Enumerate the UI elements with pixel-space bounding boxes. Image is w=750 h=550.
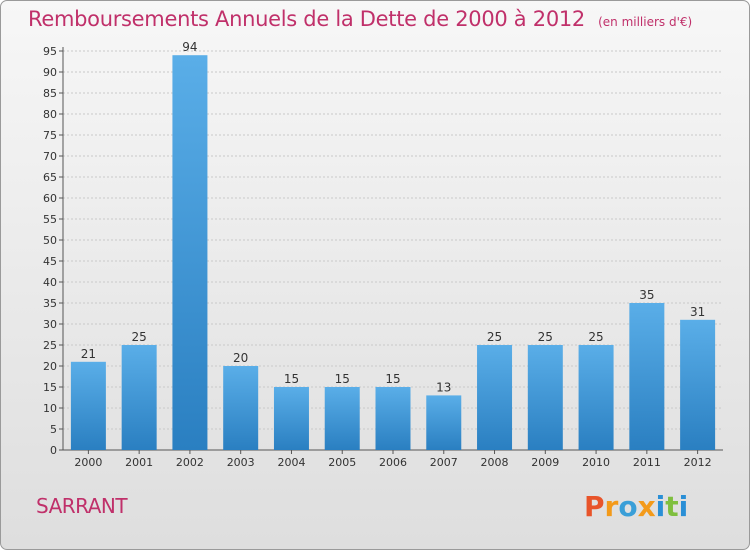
x-tick-label: 2000 xyxy=(74,456,102,469)
y-tick-label: 30 xyxy=(43,318,57,331)
logo-letter: t xyxy=(665,490,679,523)
y-tick-label: 35 xyxy=(43,297,57,310)
bar-value-label: 21 xyxy=(81,347,96,361)
y-tick-label: 75 xyxy=(43,129,57,142)
bar-value-label: 25 xyxy=(538,330,553,344)
bar xyxy=(70,361,106,450)
bar-value-label: 15 xyxy=(335,372,350,386)
x-tick-label: 2007 xyxy=(430,456,458,469)
y-tick-label: 90 xyxy=(43,66,57,79)
bar xyxy=(426,395,462,450)
logo-letter: o xyxy=(618,490,638,523)
bar xyxy=(324,387,360,450)
y-tick-label: 0 xyxy=(50,444,57,457)
bar xyxy=(578,345,614,450)
x-tick-label: 2004 xyxy=(277,456,305,469)
y-tick-label: 25 xyxy=(43,339,57,352)
bar-value-label: 15 xyxy=(385,372,400,386)
bar-value-label: 13 xyxy=(436,380,451,394)
bar xyxy=(527,345,563,450)
bar xyxy=(273,387,309,450)
y-tick-label: 10 xyxy=(43,402,57,415)
y-tick-label: 15 xyxy=(43,381,57,394)
bar xyxy=(477,345,513,450)
x-tick-label: 2005 xyxy=(328,456,356,469)
bar xyxy=(629,303,665,450)
title-row: Remboursements Annuels de la Dette de 20… xyxy=(28,7,692,31)
bar xyxy=(223,366,259,450)
y-tick-label: 55 xyxy=(43,213,57,226)
bar-value-label: 20 xyxy=(233,351,248,365)
y-tick-label: 80 xyxy=(43,108,57,121)
bar-value-label: 15 xyxy=(284,372,299,386)
bar xyxy=(375,387,411,450)
bar-value-label: 94 xyxy=(182,40,197,54)
y-tick-label: 60 xyxy=(43,192,57,205)
logo-letter: P xyxy=(584,490,605,523)
bar-value-label: 25 xyxy=(132,330,147,344)
bar-value-label: 25 xyxy=(487,330,502,344)
y-tick-label: 45 xyxy=(43,255,57,268)
bar xyxy=(680,319,716,450)
bar-value-label: 31 xyxy=(690,305,705,319)
chart-title: Remboursements Annuels de la Dette de 20… xyxy=(28,7,585,31)
x-tick-label: 2008 xyxy=(481,456,509,469)
x-tick-label: 2012 xyxy=(684,456,712,469)
proxiti-logo: Proxiti xyxy=(584,490,688,523)
bar xyxy=(121,345,157,450)
logo-letter: r xyxy=(604,490,619,523)
x-tick-label: 2001 xyxy=(125,456,153,469)
x-tick-label: 2003 xyxy=(227,456,255,469)
x-tick-label: 2010 xyxy=(582,456,610,469)
y-tick-label: 50 xyxy=(43,234,57,247)
y-tick-label: 20 xyxy=(43,360,57,373)
bar-value-label: 35 xyxy=(639,288,654,302)
logo-letter: i xyxy=(678,490,689,523)
x-tick-label: 2009 xyxy=(531,456,559,469)
commune-name: SARRANT xyxy=(36,494,128,518)
x-tick-label: 2002 xyxy=(176,456,204,469)
y-tick-label: 40 xyxy=(43,276,57,289)
logo-letter: i xyxy=(655,490,666,523)
x-tick-label: 2011 xyxy=(633,456,661,469)
logo-letter: x xyxy=(637,490,656,523)
y-tick-label: 65 xyxy=(43,171,57,184)
bar-value-label: 25 xyxy=(588,330,603,344)
y-tick-label: 95 xyxy=(43,45,57,58)
bar xyxy=(172,55,208,450)
chart-unit-note: (en milliers d'€) xyxy=(598,15,693,29)
x-tick-label: 2006 xyxy=(379,456,407,469)
y-tick-label: 5 xyxy=(50,423,57,436)
y-tick-label: 85 xyxy=(43,87,57,100)
y-tick-label: 70 xyxy=(43,150,57,163)
